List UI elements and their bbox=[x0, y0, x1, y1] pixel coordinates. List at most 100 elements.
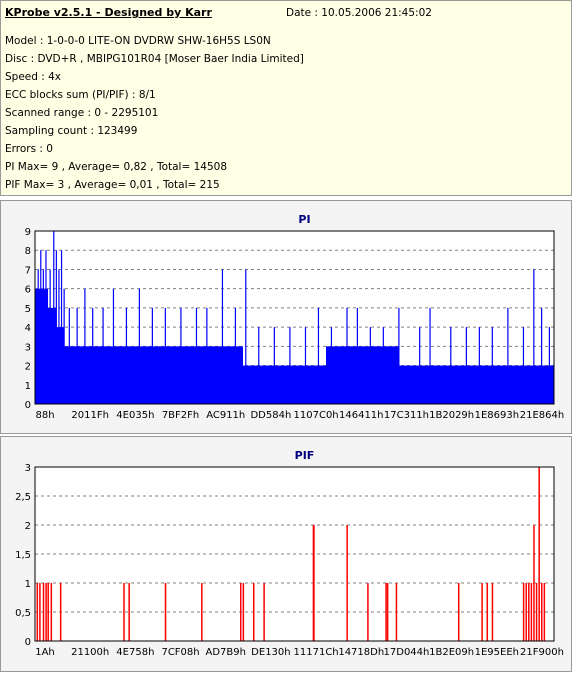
pi-bar bbox=[206, 307, 208, 404]
pi-bar bbox=[376, 346, 377, 404]
pi-bar bbox=[40, 250, 42, 404]
pi-bar bbox=[439, 365, 440, 404]
pi-bar bbox=[82, 346, 83, 404]
pi-bar bbox=[546, 365, 547, 404]
pif-bar bbox=[386, 583, 389, 641]
app-title: KProbe v2.5.1 - Designed by Karr bbox=[5, 6, 212, 19]
pi-bar bbox=[482, 365, 483, 404]
pi-bar bbox=[393, 346, 394, 404]
pi-bar bbox=[509, 365, 510, 404]
pi-bar bbox=[138, 288, 140, 404]
pi-bar bbox=[267, 365, 268, 404]
pi-bar bbox=[156, 346, 157, 404]
pi-bar bbox=[265, 365, 266, 404]
pi-bar bbox=[54, 307, 55, 404]
pi-bar bbox=[106, 346, 107, 404]
pi-bar bbox=[226, 346, 227, 404]
pi-bar bbox=[285, 365, 286, 404]
pi-bar bbox=[491, 365, 492, 404]
pi-bar bbox=[480, 365, 481, 404]
pi-bar bbox=[129, 346, 130, 404]
pi-bar bbox=[485, 365, 486, 404]
pi-bar bbox=[276, 365, 277, 404]
pi-bar bbox=[186, 346, 187, 404]
pi-bar bbox=[98, 346, 99, 404]
pi-bar bbox=[244, 365, 245, 404]
pi-bar bbox=[212, 346, 213, 404]
pi-bar bbox=[95, 346, 96, 404]
pi-bar bbox=[532, 365, 533, 404]
pif-bar bbox=[528, 583, 530, 641]
pi-bar bbox=[198, 346, 199, 404]
pi-bar bbox=[515, 365, 516, 404]
pi-bar bbox=[74, 346, 75, 404]
pif-bar bbox=[530, 583, 533, 641]
pi-bar bbox=[456, 365, 457, 404]
pi-bar bbox=[168, 346, 169, 404]
pi-bar bbox=[81, 346, 82, 404]
pi-bar bbox=[477, 365, 478, 404]
pi-bar bbox=[483, 365, 484, 404]
pif-bar bbox=[525, 583, 527, 641]
pi-x-tick-label: 1107C0h bbox=[294, 410, 339, 421]
pi-bar bbox=[174, 346, 175, 404]
pi-bar bbox=[529, 365, 530, 404]
pi-bar bbox=[358, 346, 359, 404]
pi-bar bbox=[442, 365, 443, 404]
pi-bar bbox=[236, 346, 237, 404]
pi-bar bbox=[359, 346, 360, 404]
pi-bar bbox=[317, 365, 318, 404]
pi-bar bbox=[367, 346, 368, 404]
pi-bar bbox=[140, 346, 141, 404]
pi-bar bbox=[72, 346, 73, 404]
pi-x-tick-label: 146411h bbox=[339, 410, 384, 421]
pi-bar bbox=[352, 346, 353, 404]
pi-bar bbox=[146, 346, 147, 404]
pi-bar bbox=[148, 346, 149, 404]
pi-x-tick-label: 17C311h bbox=[384, 410, 429, 421]
pi-bar bbox=[172, 346, 173, 404]
pi-plot-border bbox=[34, 230, 555, 405]
pi-bar bbox=[335, 346, 336, 404]
pi-bar bbox=[306, 365, 307, 404]
pi-y-tick-label: 3 bbox=[25, 342, 31, 353]
pi-bar bbox=[312, 365, 313, 404]
pi-bar bbox=[37, 269, 39, 404]
pi-bar bbox=[241, 346, 242, 404]
pi-bar bbox=[178, 346, 179, 404]
pi-bar bbox=[374, 346, 375, 404]
info-sampling: Sampling count : 123499 bbox=[5, 125, 138, 137]
pif-bar bbox=[242, 583, 245, 641]
pi-bar bbox=[465, 327, 467, 404]
pif-x-tick-label: 21F900h bbox=[520, 647, 564, 658]
pi-x-tick-label: 21E864h bbox=[520, 410, 564, 421]
pi-bar bbox=[436, 365, 437, 404]
pi-bar bbox=[522, 365, 523, 404]
pi-bar bbox=[127, 346, 128, 404]
pi-bar bbox=[185, 346, 186, 404]
pif-bar bbox=[457, 583, 460, 641]
pi-bar bbox=[239, 346, 240, 404]
pif-bar bbox=[533, 525, 535, 641]
pi-bar bbox=[242, 346, 243, 404]
info-pi-summary: PI Max= 9 , Average= 0,82 , Total= 14508 bbox=[5, 161, 228, 173]
pi-bar bbox=[142, 346, 143, 404]
pi-bar bbox=[419, 327, 421, 404]
pi-bar bbox=[228, 346, 229, 404]
pi-bar bbox=[299, 365, 300, 404]
pi-bar bbox=[107, 346, 108, 404]
pi-bar bbox=[201, 346, 202, 404]
pi-bar bbox=[248, 365, 249, 404]
pi-bar bbox=[246, 365, 247, 404]
pi-bar bbox=[522, 327, 525, 404]
pi-bar bbox=[151, 307, 153, 404]
pi-bar bbox=[86, 346, 87, 404]
info-range: Scanned range : 0 - 2295101 bbox=[5, 107, 159, 119]
pi-bar bbox=[112, 288, 115, 404]
pi-bar bbox=[269, 365, 270, 404]
pi-bar bbox=[458, 365, 459, 404]
pi-bar bbox=[380, 346, 381, 404]
pi-bar bbox=[125, 346, 126, 404]
pi-bar bbox=[67, 346, 68, 404]
pif-bar bbox=[346, 525, 348, 641]
